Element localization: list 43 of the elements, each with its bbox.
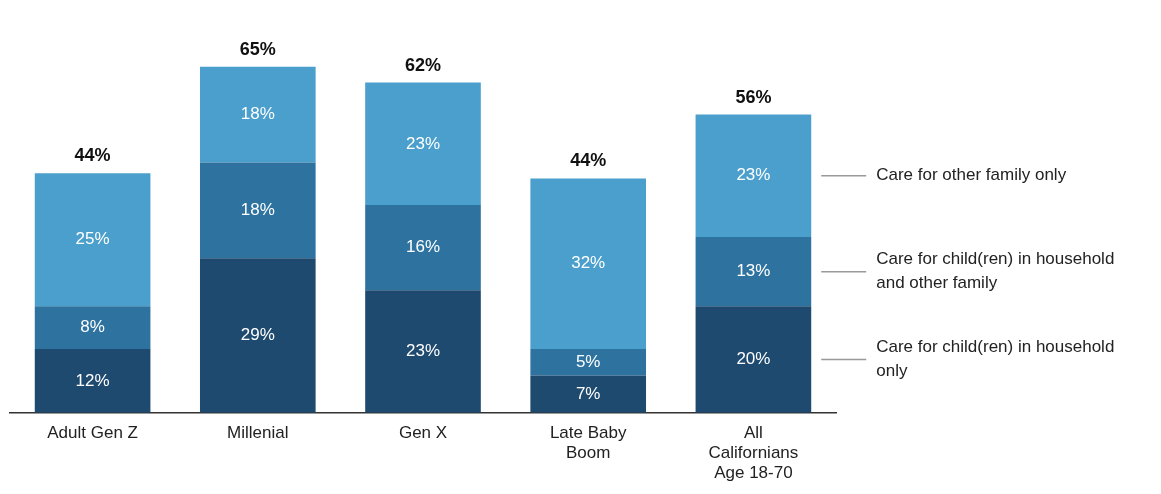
x-tick-label: Gen X <box>398 422 448 442</box>
bar <box>695 237 812 307</box>
bar <box>199 66 316 163</box>
x-tick-label: Millenial <box>227 422 289 442</box>
bar <box>199 162 316 259</box>
text: Care for child(ren) in household only <box>876 337 1115 381</box>
data-label: 18% <box>240 104 275 124</box>
bar <box>199 258 316 413</box>
data-label: 23% <box>405 133 441 153</box>
total-label: 44% <box>74 145 111 166</box>
x-tick-label: Adult Gen Z <box>47 422 138 442</box>
bar <box>365 290 481 413</box>
data-label: 12% <box>75 370 110 390</box>
data-label: 8% <box>80 317 105 337</box>
bar <box>530 375 647 413</box>
x-tick-label: Late Baby Boom <box>549 422 627 463</box>
total-label: 65% <box>239 38 276 59</box>
bar <box>34 173 151 307</box>
total-label: 44% <box>570 150 607 171</box>
data-label: 16% <box>405 237 441 257</box>
data-label: 23% <box>405 341 441 361</box>
total-label: 62% <box>404 54 442 75</box>
bar <box>530 178 647 349</box>
data-label: 5% <box>575 351 601 371</box>
data-label: 18% <box>240 200 275 220</box>
text: Care for other family only <box>876 165 1067 185</box>
data-label: 7% <box>575 383 601 403</box>
data-label: 32% <box>571 253 606 273</box>
bar <box>530 348 647 376</box>
bar <box>365 205 481 291</box>
data-label: 13% <box>736 261 771 281</box>
data-label: 25% <box>75 229 110 249</box>
total-label: 56% <box>735 86 772 107</box>
data-label: 29% <box>240 325 275 345</box>
bar <box>365 82 481 206</box>
data-label: 20% <box>736 349 771 369</box>
text: Care for child(ren) in household and other family <box>876 249 1115 293</box>
bar <box>695 114 812 238</box>
data-label: 23% <box>736 165 771 185</box>
bar <box>34 306 151 349</box>
x-tick-label: All Californians Age 18-70 <box>708 422 799 483</box>
bar <box>34 348 151 413</box>
bar <box>695 306 812 413</box>
